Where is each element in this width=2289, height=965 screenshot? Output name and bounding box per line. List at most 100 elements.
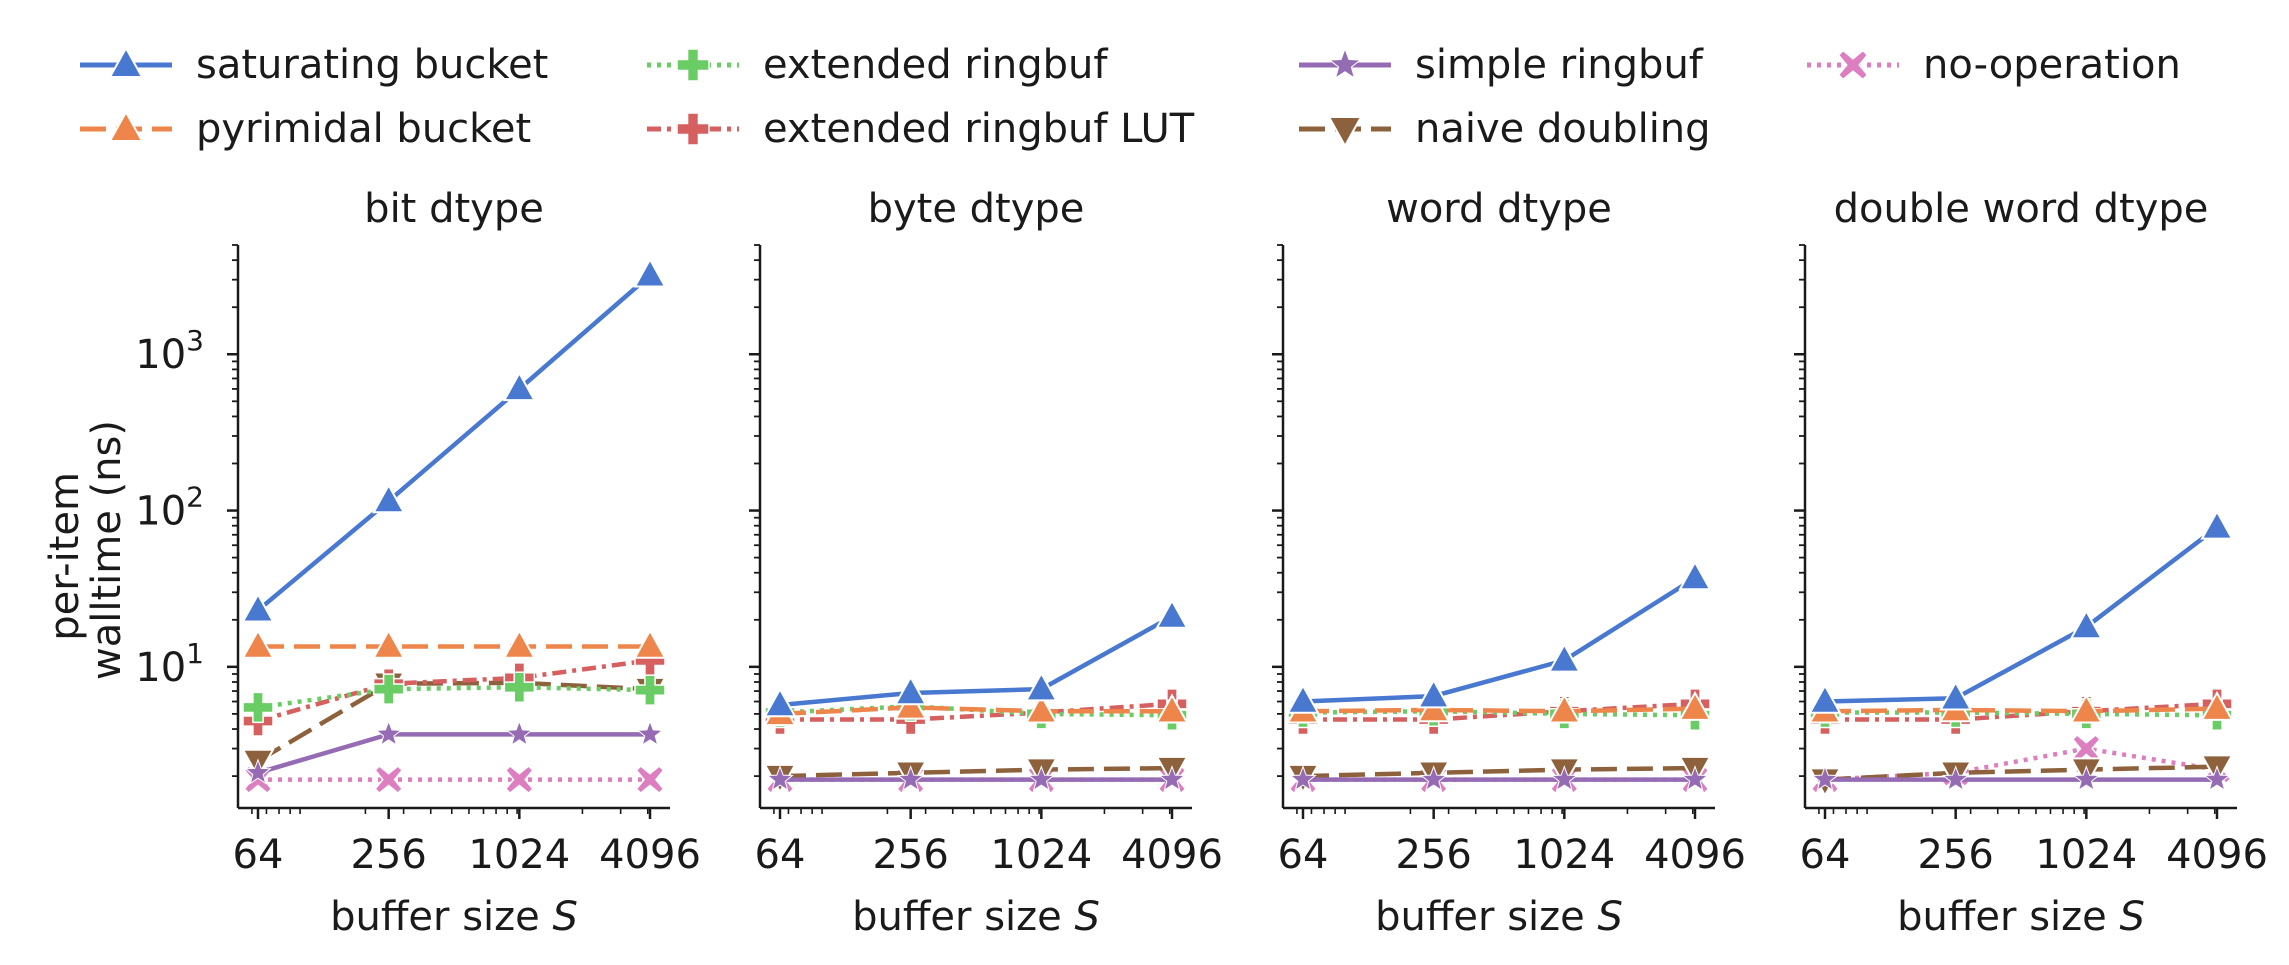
legend-label: no-operation [1923,42,2181,88]
y-tick-label: 101 [135,637,204,691]
series-naive-doubling [241,670,667,779]
data-point-triangle-up [1024,693,1059,724]
series-line [1825,701,2218,722]
panel-word-dtype: word dtype 64 256 1024 4096 buffer size S [1272,186,1746,940]
series-extended-ringbuf-lut [242,644,666,737]
legend-item-naive-doubling: naive doubling [1297,106,1711,152]
series-line [256,273,652,613]
legend-swatch-plus-marker [676,112,710,146]
series-pyrimidal-bucket [241,628,667,659]
x-tick-label: 64 [755,832,806,878]
data-point-triangle-up [893,675,928,706]
data-point-triangle-up [1678,690,1712,721]
data-point-plus [372,673,405,705]
legend-item-no-operation: no-operation [1805,42,2181,88]
data-point-triangle-up [1286,683,1320,714]
x-axis-label: buffer size S [852,894,1100,940]
data-point-triangle-up [2069,609,2104,640]
x-tick-label: 64 [1800,832,1851,878]
data-point-star [896,765,925,792]
legend-swatch-saturating-bucket [80,46,172,78]
series-line [780,701,1173,722]
series-line [1825,710,2218,718]
data-point-triangle-up [2200,690,2234,721]
data-point-star [1941,765,1970,792]
x-tick-label: 4096 [1121,832,1223,878]
data-point-triangle-up [1547,693,1582,724]
data-point-star [1419,765,1448,792]
y-tick-label: 103 [135,324,204,378]
series-naive-doubling [763,755,1189,794]
series-simple-ringbuf [1289,765,1709,792]
x-axis-label: buffer size S [1897,894,2145,940]
series-line [779,705,1172,717]
x-tick-label: 1024 [1513,832,1615,878]
x-tick-label: 4096 [2166,832,2268,878]
data-point-star [1158,765,1186,792]
series-line [1302,706,1696,714]
legend-swatch-triangle-up-marker [108,110,144,142]
legend-swatch-simple-ringbuf [1299,47,1391,80]
series-line [1303,701,1696,722]
data-point-triangle-up [1416,678,1451,709]
series-no-operation [1810,734,2232,795]
series-simple-ringbuf [766,765,1186,792]
data-point-star [1289,765,1317,792]
y-tick-label: 102 [135,481,204,535]
data-point-triangle-up [2069,693,2104,724]
series-simple-ringbuf [1811,765,2231,792]
legend-item-extended-ringbuf: extended ringbuf [645,42,1107,88]
legend-swatch-star-marker [1328,47,1362,80]
data-point-x [635,765,665,795]
data-point-triangle-up [633,257,667,288]
series-line [1302,576,1697,704]
data-point-x [504,765,534,795]
data-point-star [1550,765,1579,792]
data-point-triangle-up [241,628,275,659]
data-point-triangle-up [1155,693,1189,724]
series-no-operation [243,765,665,795]
legend-item-extended-ringbuf-lut: extended ringbuf LUT [645,106,1194,152]
x-tick-label: 1024 [990,832,1092,878]
panels-layer: bit dtype 101 102 103 64 256 1024 4096 buffer si… [135,186,2268,940]
data-point-star [766,765,794,792]
x-tick-label: 256 [350,832,426,878]
series-line [779,765,1173,779]
data-point-star [1681,765,1709,792]
legend-item-simple-ringbuf: simple ringbuf [1297,42,1703,88]
data-point-star [244,758,272,785]
data-point-triangle-up [502,371,537,402]
legend-label: simple ringbuf [1415,42,1703,88]
data-point-plus [634,674,666,706]
legend-swatch-no-operation [1807,49,1899,81]
data-point-star [2203,765,2231,792]
data-point-triangle-up [1024,671,1059,702]
series-saturating-bucket [1808,509,2234,714]
data-point-triangle-up [2200,509,2234,540]
legend-swatch-triangle-down-marker [1327,116,1363,148]
x-tick-label: 4096 [599,832,701,878]
series-naive-doubling [1286,755,1712,794]
x-tick-label: 256 [1917,832,1993,878]
series-line [1824,706,2218,714]
panel-byte-dtype: byte dtype 64 256 1024 4096 buffer size S [749,186,1223,940]
series-extended-ringbuf [242,671,666,724]
data-point-triangle-up [502,628,537,659]
data-point-triangle-up [1808,683,1842,714]
panel-title: bit dtype [364,186,544,232]
legend-swatch-x-marker [1837,49,1869,81]
legend-swatch-naive-doubling [1299,116,1391,148]
legend-label: saturating bucket [196,42,549,88]
series-pyrimidal-bucket [1808,690,2234,724]
series-line [257,658,651,724]
data-point-triangle-up [1547,642,1582,673]
y-axis-label: per-item walltime (ns) [42,420,130,680]
x-tick-label: 1024 [468,832,570,878]
series-line [1302,765,1696,779]
data-point-star [2072,765,2101,792]
legend-label: pyrimidal bucket [196,106,532,152]
series-saturating-bucket [763,598,1189,718]
series-simple-ringbuf [244,719,664,785]
x-axis-label: buffer size S [1375,894,1623,940]
